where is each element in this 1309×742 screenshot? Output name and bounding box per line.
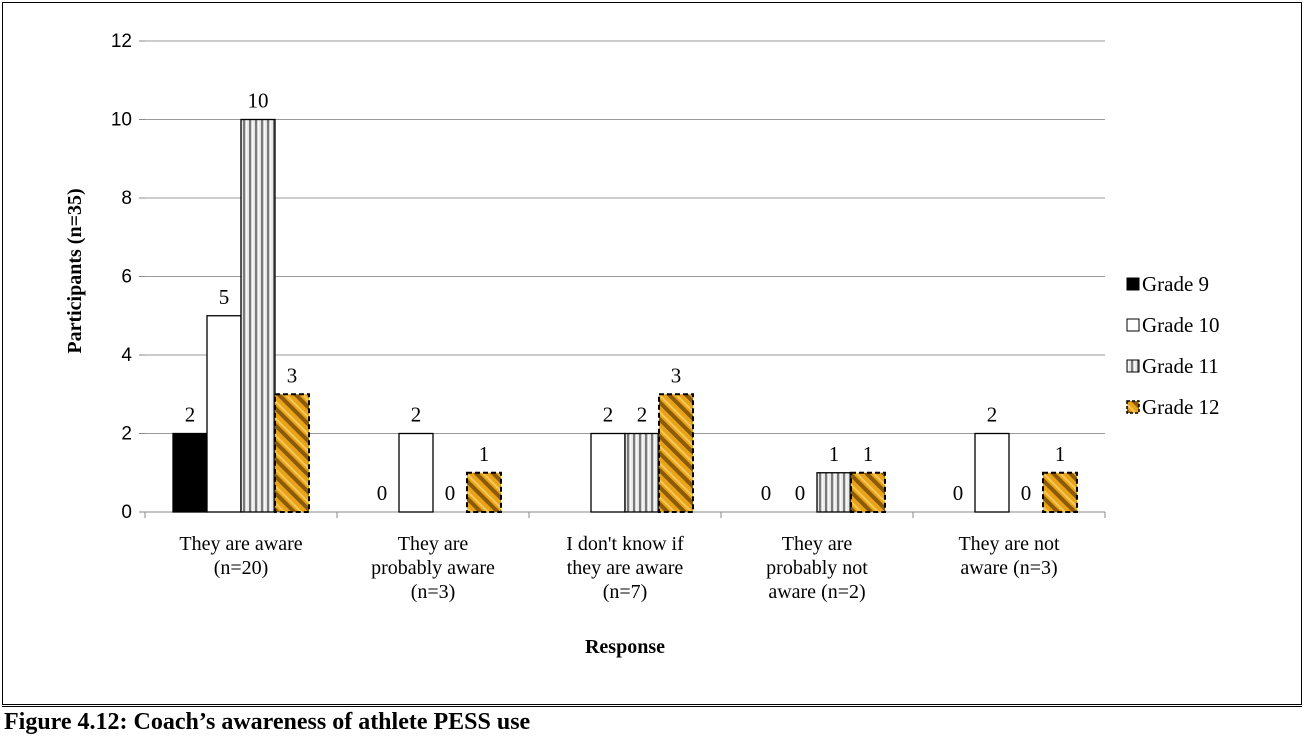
chart-frame: 0 2 4 6 8 10 12 2 5 10 3 0 2 0 1 2 2 3 0 0 1 1 0 2 0 1 They are …: [2, 2, 1302, 705]
data-label: 0: [377, 481, 388, 505]
y-tick-label: 6: [121, 267, 132, 288]
data-label: 1: [479, 442, 490, 466]
bar-grade-12: [274, 393, 310, 513]
y-tick-label: 10: [111, 110, 132, 131]
data-label: 2: [987, 403, 998, 427]
data-label: 0: [1021, 481, 1032, 505]
bar-grade-11: [624, 432, 660, 513]
bar-grade-11: [816, 472, 852, 513]
bar-grade-10: [398, 432, 434, 513]
bar-grade-12: [850, 471, 886, 513]
bar-grade-10: [590, 432, 626, 513]
bar-grade-10: [974, 432, 1010, 513]
legend-label: Grade 9: [1142, 272, 1209, 296]
bars: [172, 118, 1078, 513]
y-axis-title: Participants (n=35): [64, 188, 86, 353]
data-label: 2: [185, 403, 196, 427]
data-label: 1: [829, 442, 840, 466]
legend-swatch: [1126, 318, 1140, 332]
legend-swatch: [1126, 359, 1140, 373]
y-axis-ticks: 0 2 4 6 8 10 12: [111, 31, 133, 523]
bar-grade-11: [240, 118, 276, 513]
x-axis-category-labels: They are aware (n=20) They are probably awa…: [179, 533, 1060, 603]
figure-caption: Figure 4.12: Coach’s awareness of athlet…: [4, 709, 531, 735]
data-label: 5: [219, 285, 230, 309]
x-category-label: They are aware (n=20): [179, 533, 302, 579]
y-tick-label: 12: [111, 31, 132, 52]
bar-grade-9: [172, 432, 208, 513]
legend-label: Grade 11: [1142, 354, 1219, 378]
data-label: 3: [671, 363, 682, 387]
legend-swatch: [1126, 400, 1140, 414]
bar-grade-12: [466, 471, 502, 513]
data-label: 1: [863, 442, 874, 466]
data-label: 1: [1055, 442, 1066, 466]
data-label: 0: [445, 481, 456, 505]
x-category-label: They are probably aware (n=3): [371, 533, 495, 603]
legend: Grade 9 Grade 10 Grade 11 Grade 12: [1126, 272, 1220, 419]
legend-label: Grade 12: [1142, 395, 1220, 419]
y-tick-label: 2: [121, 424, 132, 445]
data-label: 10: [248, 89, 269, 113]
data-label: 3: [287, 363, 298, 387]
data-label: 2: [603, 403, 614, 427]
bar-grade-12: [1042, 471, 1078, 513]
x-category-label: They are probably not aware (n=2): [766, 533, 868, 603]
bar-grade-10: [206, 315, 242, 513]
data-label: 2: [411, 403, 422, 427]
data-label: 2: [637, 403, 648, 427]
y-tick-label: 0: [121, 502, 132, 523]
legend-swatch: [1126, 277, 1140, 291]
x-axis-title: Response: [585, 636, 665, 658]
caption-divider: [2, 706, 1302, 707]
x-category-label: They are not aware (n=3): [958, 533, 1060, 579]
data-label: 0: [761, 481, 772, 505]
legend-label: Grade 10: [1142, 313, 1220, 337]
y-tick-label: 8: [121, 188, 132, 209]
data-label: 0: [953, 481, 964, 505]
bar-grade-12: [658, 393, 694, 513]
data-label: 0: [795, 481, 806, 505]
y-tick-label: 4: [121, 345, 132, 366]
x-category-label: I don't know if they are aware (n=7): [566, 533, 684, 603]
